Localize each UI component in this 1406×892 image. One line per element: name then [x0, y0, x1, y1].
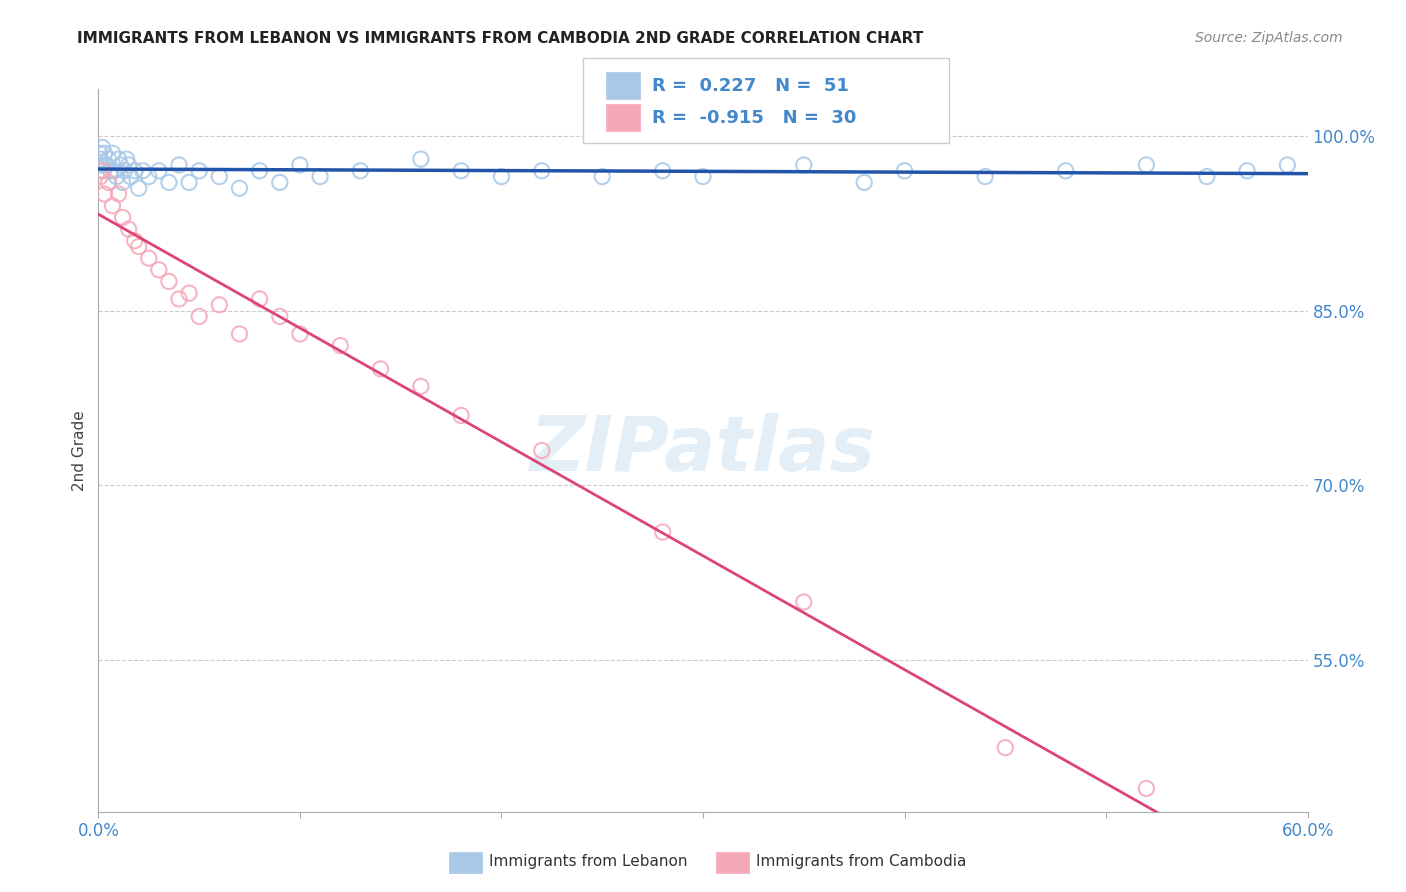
Point [208, 169, 231, 184]
Point [89, 146, 111, 161]
Point [349, 163, 371, 178]
Point [994, 740, 1017, 755]
Point [188, 163, 211, 178]
Point [157, 275, 180, 289]
Point [288, 326, 311, 341]
Point [167, 158, 190, 172]
Point [530, 163, 553, 178]
Point [120, 169, 142, 184]
Text: Source: ZipAtlas.com: Source: ZipAtlas.com [1195, 31, 1343, 45]
Text: R =  -0.915   N =  30: R = -0.915 N = 30 [652, 109, 856, 127]
Point [91, 163, 114, 178]
Point [107, 187, 129, 202]
Point [101, 146, 124, 161]
Point [179, 286, 201, 301]
Text: R =  0.227   N =  51: R = 0.227 N = 51 [652, 77, 849, 95]
Point [1054, 163, 1077, 178]
Point [157, 176, 180, 190]
Point [138, 169, 160, 184]
Point [450, 409, 472, 423]
Point [124, 163, 146, 178]
Point [90, 158, 112, 172]
Point [309, 169, 332, 184]
Text: ZIPatlas: ZIPatlas [530, 414, 876, 487]
Point [118, 222, 141, 236]
Point [93, 163, 115, 178]
Y-axis label: 2nd Grade: 2nd Grade [72, 410, 87, 491]
Point [793, 158, 815, 172]
Point [93, 187, 115, 202]
Point [103, 163, 125, 178]
Point [128, 239, 150, 253]
Point [148, 163, 170, 178]
Point [893, 163, 915, 178]
Point [450, 163, 472, 178]
Point [107, 152, 129, 166]
Point [132, 163, 155, 178]
Point [409, 379, 432, 393]
Point [249, 163, 271, 178]
Point [89, 169, 111, 184]
Text: Immigrants from Lebanon: Immigrants from Lebanon [489, 855, 688, 869]
Point [167, 292, 190, 306]
Point [97, 176, 120, 190]
Point [138, 251, 160, 265]
Point [974, 169, 997, 184]
Point [179, 176, 201, 190]
Point [249, 292, 271, 306]
Point [96, 158, 118, 172]
Point [1135, 158, 1157, 172]
Point [370, 362, 392, 376]
Point [208, 298, 231, 312]
Point [124, 234, 146, 248]
Point [491, 169, 513, 184]
Point [105, 169, 128, 184]
Point [128, 181, 150, 195]
Point [329, 338, 352, 352]
Point [1277, 158, 1299, 172]
Point [1236, 163, 1258, 178]
Point [114, 163, 136, 178]
Point [91, 140, 114, 154]
Point [1195, 169, 1218, 184]
Text: Immigrants from Cambodia: Immigrants from Cambodia [756, 855, 967, 869]
Point [111, 176, 134, 190]
Point [651, 163, 673, 178]
Point [89, 152, 111, 166]
Point [110, 158, 132, 172]
Point [115, 152, 138, 166]
Point [269, 310, 291, 324]
Point [692, 169, 714, 184]
Point [530, 443, 553, 458]
Point [793, 595, 815, 609]
Point [651, 524, 673, 539]
Point [93, 146, 115, 161]
Point [118, 158, 141, 172]
Point [148, 262, 170, 277]
Point [1135, 781, 1157, 796]
Point [288, 158, 311, 172]
Point [228, 326, 250, 341]
Point [188, 310, 211, 324]
Text: IMMIGRANTS FROM LEBANON VS IMMIGRANTS FROM CAMBODIA 2ND GRADE CORRELATION CHART: IMMIGRANTS FROM LEBANON VS IMMIGRANTS FR… [77, 31, 924, 46]
Point [269, 176, 291, 190]
Point [853, 176, 876, 190]
Point [409, 152, 432, 166]
Point [101, 199, 124, 213]
Point [228, 181, 250, 195]
Point [100, 163, 122, 178]
Point [591, 169, 613, 184]
Point [111, 211, 134, 225]
Point [97, 152, 120, 166]
